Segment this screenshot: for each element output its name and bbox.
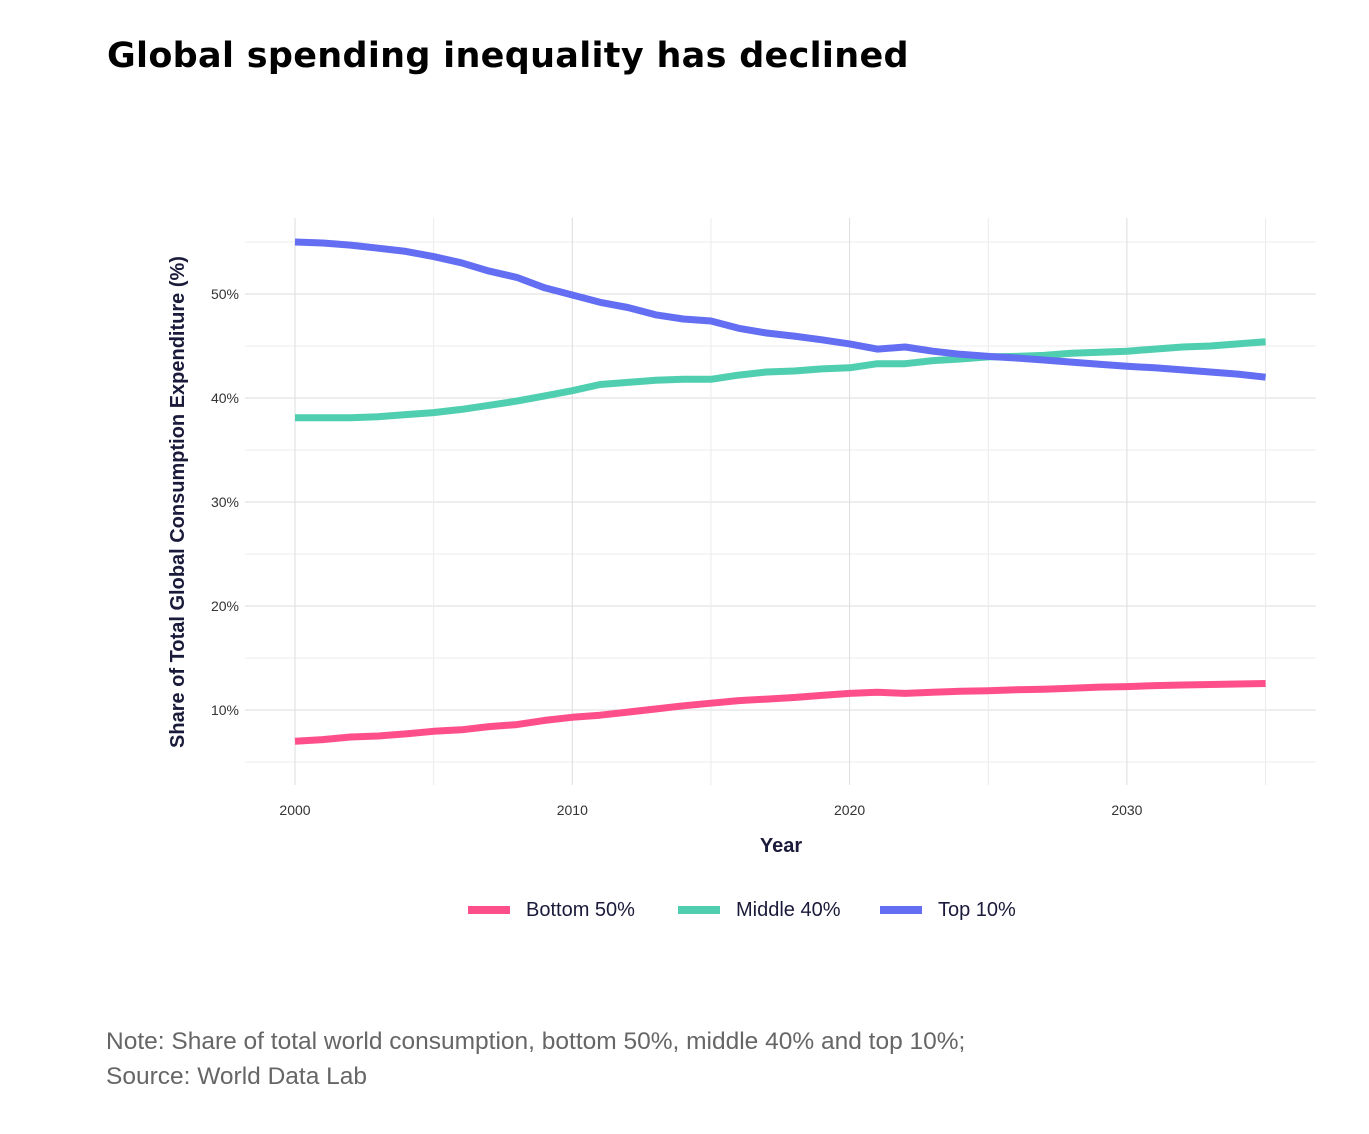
x-axis-label: Year: [760, 835, 802, 857]
series-line-middle-40-: [295, 338, 1266, 422]
x-tick-label: 2010: [557, 802, 588, 818]
tick-labels: 10% 20% 30% 40% 50% 2000 2010 2020 2030: [211, 286, 1143, 818]
y-tick-label: 10%: [211, 702, 239, 718]
y-tick-label: 20%: [211, 598, 239, 614]
x-tick-label: 2000: [279, 802, 310, 818]
chart-title: Global spending inequality has declined: [107, 36, 909, 76]
legend-item: Bottom 50%: [468, 899, 635, 921]
legend: Bottom 50% Middle 40% Top 10%: [468, 899, 1016, 921]
y-tick-label: 30%: [211, 494, 239, 510]
series-line-bottom-50-: [294, 680, 1266, 745]
y-tick-label: 50%: [211, 286, 239, 302]
source-note: Note: Share of total world consumption, …: [106, 1028, 966, 1090]
x-tick-label: 2030: [1111, 802, 1142, 818]
series-lines: [294, 238, 1266, 745]
legend-item: Middle 40%: [678, 899, 841, 921]
y-tick-label: 40%: [211, 390, 239, 406]
legend-item: Top 10%: [880, 899, 1016, 921]
x-tick-label: 2020: [834, 802, 865, 818]
y-axis-label: Share of Total Global Consumption Expend…: [167, 256, 189, 748]
legend-label: Middle 40%: [736, 899, 841, 921]
series-line-top-10-: [294, 238, 1266, 381]
legend-label: Bottom 50%: [526, 899, 635, 921]
grid: [245, 218, 1316, 785]
legend-label: Top 10%: [938, 899, 1016, 921]
